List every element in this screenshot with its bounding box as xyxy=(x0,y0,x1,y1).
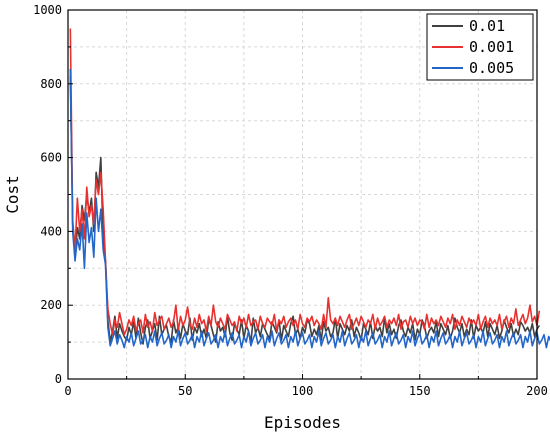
x-tick-label: 0 xyxy=(64,384,71,398)
y-tick-label: 0 xyxy=(55,372,62,386)
y-tick-label: 200 xyxy=(40,298,62,312)
series-line-1 xyxy=(69,28,541,336)
series-lines xyxy=(69,28,550,349)
x-axis-label: Episodes xyxy=(264,413,341,432)
y-tick-label: 400 xyxy=(40,224,62,238)
legend-label-2: 0.005 xyxy=(469,59,514,77)
y-tick-label: 600 xyxy=(40,151,62,165)
x-tick-label: 50 xyxy=(178,384,192,398)
series-line-0 xyxy=(69,76,541,345)
y-tick-label: 800 xyxy=(40,77,62,91)
x-tick-label: 200 xyxy=(526,384,548,398)
x-tick-label: 100 xyxy=(292,384,314,398)
x-tick-label: 150 xyxy=(409,384,431,398)
y-tick-label: 1000 xyxy=(33,3,62,17)
axis-ticks: 0 50 100 150 200 0 200 400 600 800 1000 xyxy=(33,3,548,398)
legend-label-1: 0.001 xyxy=(469,38,514,56)
legend: 0.01 0.001 0.005 xyxy=(426,13,534,81)
y-axis-label: Cost xyxy=(3,175,22,214)
series-line-2 xyxy=(69,69,550,349)
legend-label-0: 0.01 xyxy=(469,17,505,35)
